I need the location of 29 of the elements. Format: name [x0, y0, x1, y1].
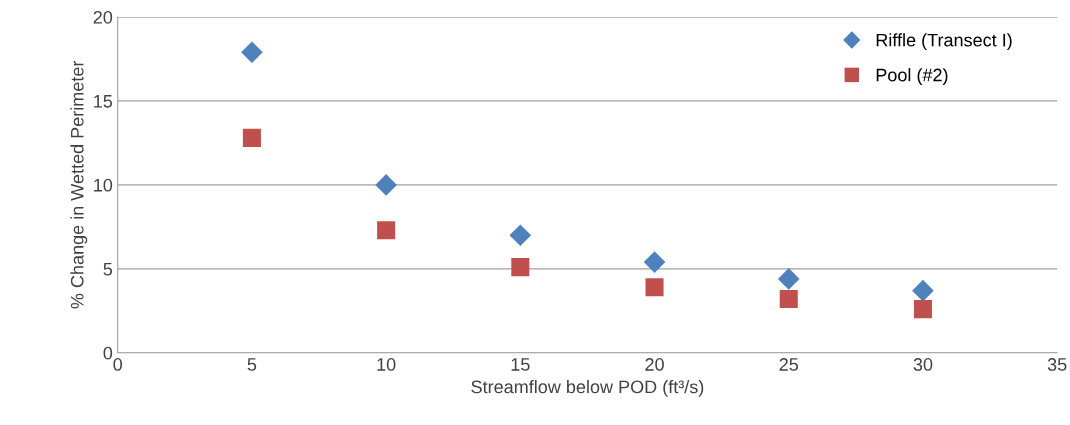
legend-label: Pool (#2) [876, 68, 948, 85]
point [913, 300, 932, 319]
x-tick-label: 0 [113, 358, 123, 371]
y-tick-label: 15 [94, 95, 113, 108]
x-tick-label: 20 [645, 358, 664, 371]
point [511, 258, 530, 277]
x-tick-label: 15 [511, 358, 530, 371]
y-tick-label: 5 [103, 262, 113, 276]
point [377, 221, 396, 240]
x-tick-label: 30 [913, 358, 933, 371]
x-tick-label: 35 [1047, 358, 1067, 371]
point [509, 224, 532, 247]
x-tick-label: 5 [247, 358, 257, 371]
point [779, 290, 798, 309]
legend-label: Riffle (Transect I) [876, 33, 1012, 51]
y-axis-title: % Change in Wetted Perimeter [70, 60, 88, 309]
y-tick-label: 20 [93, 10, 113, 24]
point [375, 174, 397, 196]
x-tick-label: 10 [377, 358, 396, 371]
point [645, 278, 664, 297]
x-tick-label: 25 [779, 358, 799, 371]
point [777, 268, 800, 290]
point [643, 251, 666, 273]
x-axis-title: Streamflow below POD (ft³/s) [471, 380, 704, 397]
y-tick-label: 0 [103, 346, 113, 360]
point [241, 41, 263, 64]
point [912, 279, 934, 302]
y-tick-label: 10 [94, 178, 113, 192]
point [242, 128, 261, 147]
